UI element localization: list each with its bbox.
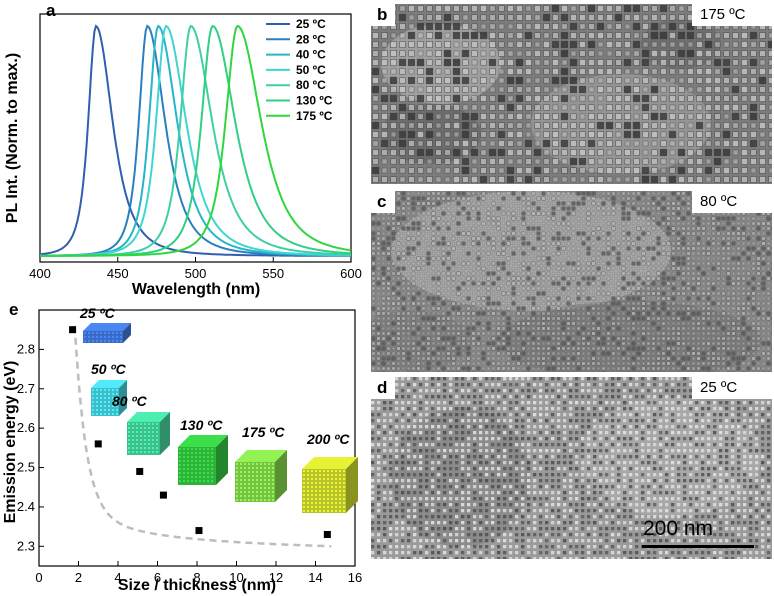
panel-label-e: e (9, 300, 19, 319)
nanocrystal-cube-4 (178, 435, 228, 485)
data-point (94, 440, 102, 448)
nanocrystal-cube-6 (302, 457, 358, 513)
y-tick-label-e: 2.4 (17, 499, 35, 514)
legend-label: 40 ºC (296, 48, 326, 62)
x-tick-label-e: 0 (35, 570, 42, 585)
y-tick-label-e: 2.7 (17, 381, 35, 396)
x-tick-label-a: 600 (340, 266, 362, 281)
x-tick-label-e: 6 (154, 570, 161, 585)
x-tick-label-a: 550 (262, 266, 284, 281)
x-tick-label-e: 4 (114, 570, 121, 585)
tem-image-b: b 175 ºC (371, 4, 772, 184)
x-tick-label-e: 2 (75, 570, 82, 585)
panel-label-c: c (377, 192, 387, 211)
legend-label: 130 ºC (296, 94, 333, 108)
data-point (69, 326, 77, 334)
temperature-annotation: 50 ºC (91, 361, 127, 377)
x-axis-label-a: Wavelength (nm) (132, 281, 260, 298)
x-tick-label-a: 500 (185, 266, 207, 281)
temperature-tag-b: 175 ºC (692, 4, 772, 26)
nanocrystal-cube-1 (83, 323, 131, 343)
x-axis-label-e: Size / thickness (nm) (118, 577, 276, 594)
scale-bar (642, 545, 754, 548)
temperature-annotation: 200 ºC (306, 431, 350, 447)
panel-label-b: b (377, 5, 388, 24)
x-tick-label-e: 8 (193, 570, 200, 585)
nanocrystal-cube-5 (235, 450, 287, 502)
x-tick-label-e: 12 (269, 570, 283, 585)
data-point (136, 467, 144, 475)
temperature-annotation: 80 ºC (112, 393, 148, 409)
nanocrystal-cube-3 (127, 412, 170, 455)
temperature-annotation: 175 ºC (242, 424, 285, 440)
fit-curve (73, 325, 332, 548)
y-axis-label-a: PL Int. (Norm. to max.) (4, 53, 21, 223)
tem-image-d: d 25 ºC 200 nm (371, 377, 772, 559)
legend-label: 50 ºC (296, 63, 326, 77)
data-point (195, 527, 203, 535)
data-point (323, 530, 331, 538)
panel-label-a: a (46, 1, 56, 20)
panel-label-d: d (377, 378, 388, 397)
x-tick-label-a: 450 (107, 266, 129, 281)
temperature-annotation: 130 ºC (180, 417, 223, 433)
x-tick-label-a: 400 (29, 266, 51, 281)
y-tick-label-e: 2.8 (17, 341, 35, 356)
legend-label: 28 ºC (296, 32, 326, 46)
y-tick-label-e: 2.3 (17, 538, 35, 553)
temperature-annotation: 25 ºC (79, 305, 116, 321)
y-tick-label-e: 2.6 (17, 420, 35, 435)
tem-image-c: c 80 ºC (371, 191, 772, 372)
temperature-tag-d: 25 ºC (692, 377, 772, 399)
y-axis-label-e: Emission energy (eV) (2, 361, 19, 524)
data-point (159, 491, 167, 499)
legend-label: 80 ºC (296, 78, 326, 92)
x-tick-label-e: 14 (308, 570, 322, 585)
emission-energy-chart: 0 2 4 6 8 10 12 14 16 2.3 2.4 2.5 2.6 2.7 2.8 25 ºC 50 … (2, 305, 362, 594)
pl-spectra-chart: 400 450 500 550 600 Wavelength (nm) PL Int. … (4, 13, 362, 298)
temperature-tag-c: 80 ºC (692, 191, 772, 213)
legend-label: 25 ºC (296, 17, 326, 31)
scale-bar-label: 200 nm (643, 517, 714, 540)
x-tick-label-e: 10 (229, 570, 243, 585)
nanocrystal-cube-2 (91, 380, 127, 416)
legend-label: 175 ºC (296, 109, 333, 123)
x-tick-label-e: 16 (348, 570, 362, 585)
y-tick-label-e: 2.5 (17, 460, 35, 475)
pl-curve-7 (40, 24, 351, 257)
